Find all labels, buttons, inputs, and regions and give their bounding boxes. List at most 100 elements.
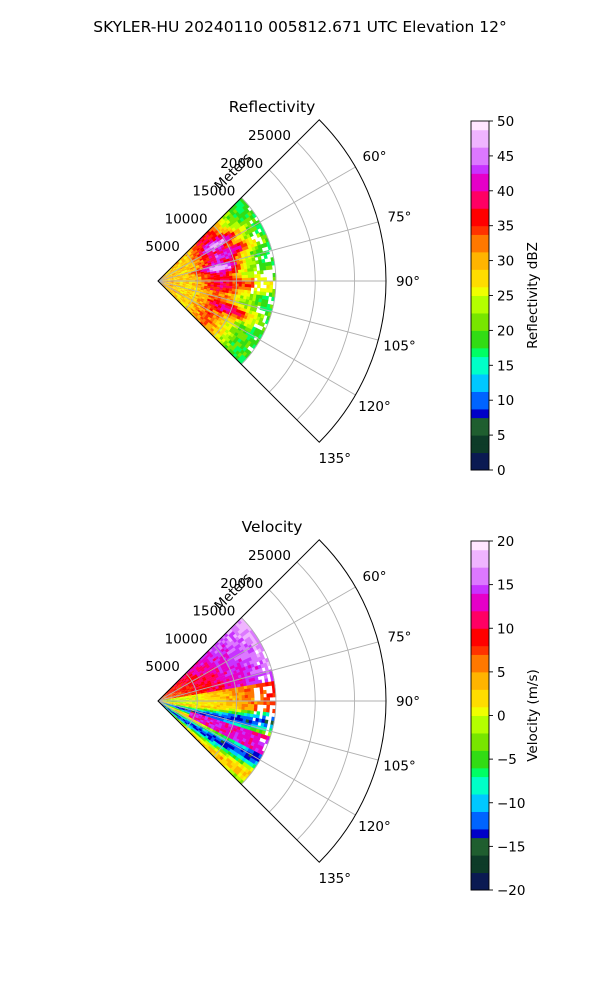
radar-gate [201, 262, 206, 266]
radar-gate [196, 667, 201, 672]
radar-gate [182, 285, 186, 287]
radar-gate [191, 715, 196, 719]
radar-gate [219, 694, 224, 697]
colorbar-swatch [471, 121, 489, 131]
radar-gate [264, 666, 269, 672]
radar-gate [173, 702, 177, 704]
radar-gate [240, 304, 245, 309]
radar-gate [172, 712, 176, 715]
radar-gate [262, 711, 267, 717]
radar-gate [228, 677, 234, 682]
radar-gate [172, 286, 176, 288]
radar-gate [181, 289, 185, 292]
radar-gate [183, 722, 188, 726]
radar-gate [243, 265, 248, 270]
radar-gate [195, 713, 200, 716]
radar-gate [257, 277, 261, 282]
radar-gate [165, 692, 168, 696]
radar-gate [234, 255, 240, 260]
radar-gate [169, 275, 174, 278]
radar-gate [184, 709, 188, 712]
radar-gate [218, 687, 223, 691]
radar-gate [216, 270, 220, 274]
radar-gate [165, 692, 169, 696]
radar-gate [177, 708, 182, 712]
radar-gate [247, 287, 252, 291]
radar-gate [258, 294, 263, 300]
radar-gate [187, 689, 191, 692]
colorbar-swatch [471, 147, 489, 157]
radar-gate [183, 717, 188, 720]
radar-gate [195, 258, 200, 262]
radar-gate [199, 720, 204, 725]
radar-gate [203, 692, 208, 695]
radar-gate [226, 258, 231, 262]
colorbar-swatch [471, 881, 489, 891]
radar-gate [178, 713, 183, 717]
radar-gate [188, 247, 193, 252]
radar-gate [166, 704, 170, 707]
radar-gate [164, 699, 168, 701]
radar-gate [164, 702, 168, 703]
radar-gate [202, 302, 206, 306]
radar-gate [209, 733, 214, 738]
colorbar-swatch [471, 312, 489, 323]
radar-gate [170, 281, 174, 283]
radar-gate [182, 679, 186, 683]
radar-gate [244, 697, 249, 702]
radar-gate [195, 683, 199, 687]
colorbar-swatch [471, 645, 489, 655]
radar-gate [228, 708, 233, 712]
radar-gate [183, 687, 187, 690]
radar-gate [206, 271, 211, 275]
radar-gate [165, 286, 169, 290]
radial-tick-label: 5000 [145, 239, 179, 255]
radar-gate [194, 297, 199, 300]
azimuth-tick-label: 120° [358, 399, 391, 415]
radar-gate [213, 670, 218, 675]
radar-gate [269, 693, 274, 698]
radar-gate [163, 704, 167, 707]
radar-gate [202, 308, 206, 312]
radar-gate [176, 704, 180, 707]
radar-gate [218, 711, 223, 715]
radar-gate [182, 299, 186, 303]
radar-gate [265, 712, 270, 717]
radar-gate [221, 294, 226, 298]
radar-gate [179, 722, 184, 726]
radar-gate [183, 292, 187, 295]
radar-gate [182, 284, 186, 286]
radar-gate [208, 675, 213, 679]
radar-gate [199, 292, 204, 296]
radar-gate [204, 285, 208, 288]
radar-gate [202, 293, 207, 297]
radar-gate [216, 276, 221, 280]
radar-gate [263, 697, 267, 702]
radar-gate [206, 720, 211, 724]
radar-gate [200, 718, 205, 722]
radar-gate [213, 272, 217, 276]
radial-tick-label: 15000 [192, 184, 235, 200]
radar-gate [163, 703, 167, 705]
radar-gate [181, 691, 185, 694]
radar-gate [173, 268, 177, 272]
radar-gate [204, 694, 208, 697]
radar-gate [256, 291, 261, 296]
radar-gate [255, 644, 261, 650]
radar-gate [180, 262, 185, 266]
radar-gate [242, 298, 247, 303]
radar-gate [190, 681, 195, 684]
radar-gate [198, 714, 203, 717]
radar-gate [257, 255, 262, 261]
radar-gate [216, 287, 221, 290]
radar-gate [167, 708, 171, 712]
radar-gate [187, 270, 192, 273]
radar-gate [163, 696, 167, 699]
radar-gate [179, 701, 184, 703]
radar-gate [208, 715, 213, 719]
radar-gate [236, 717, 241, 722]
radar-gate [264, 295, 269, 301]
radar-gate [198, 732, 203, 737]
radar-gate [231, 288, 236, 292]
radar-gate [247, 271, 252, 276]
